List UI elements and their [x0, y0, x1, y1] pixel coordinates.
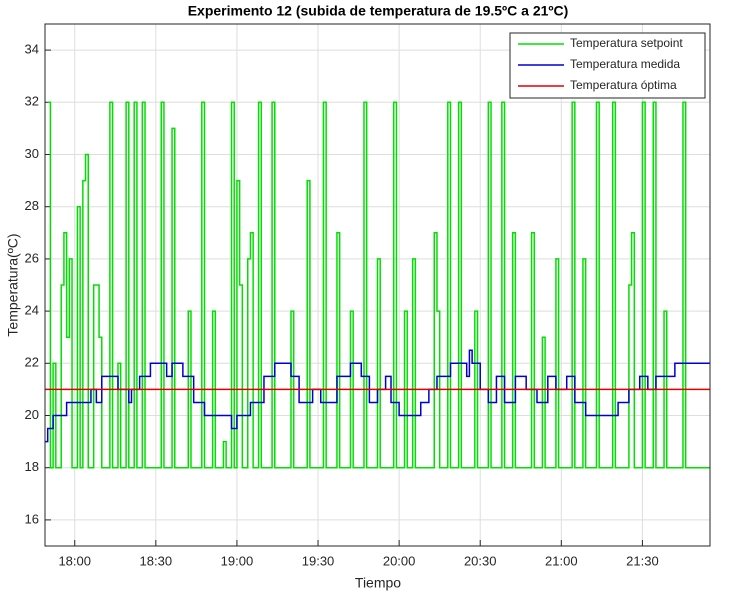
- x-axis-label: Tiempo: [355, 575, 401, 591]
- plot-frame: [44, 23, 711, 547]
- y-tick-label: 22: [25, 355, 39, 370]
- legend-label: Temperatura óptima: [570, 78, 677, 92]
- y-tick-label: 30: [25, 146, 39, 161]
- x-tick-label: 18:00: [58, 553, 91, 568]
- y-tick-label: 18: [25, 459, 39, 474]
- x-tick-label: 19:00: [221, 553, 254, 568]
- y-tick-label: 16: [25, 511, 39, 526]
- chart-title: Experimento 12 (subida de temperatura de…: [188, 3, 569, 19]
- x-tick-label: 21:00: [545, 553, 578, 568]
- y-tick-label: 26: [25, 250, 39, 265]
- x-tick-label: 20:00: [383, 553, 416, 568]
- y-tick-label: 24: [25, 303, 39, 318]
- x-tick-label: 21:30: [626, 553, 659, 568]
- y-axis-label: Temperatura(ºC): [5, 233, 21, 336]
- y-tick-label: 20: [25, 407, 39, 422]
- legend-label: Temperatura setpoint: [570, 36, 683, 50]
- x-tick-label: 18:30: [140, 553, 173, 568]
- y-tick-label: 32: [25, 94, 39, 109]
- y-tick-label: 28: [25, 198, 39, 213]
- x-tick-label: 19:30: [302, 553, 335, 568]
- series-line: [47, 101, 710, 469]
- series-line: [45, 349, 710, 443]
- x-tick-label: 20:30: [464, 553, 497, 568]
- y-tick-label: 34: [25, 42, 39, 57]
- legend-label: Temperatura medida: [570, 57, 680, 71]
